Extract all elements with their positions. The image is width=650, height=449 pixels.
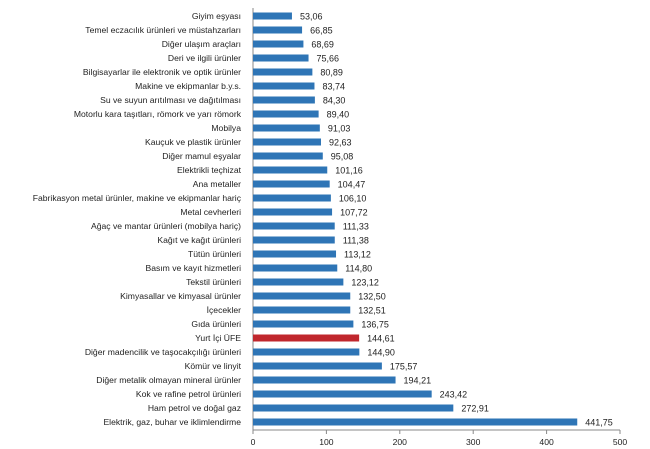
data-label: 441,75 bbox=[585, 418, 613, 428]
category-label: İçecekler bbox=[207, 305, 242, 315]
bar bbox=[253, 362, 382, 370]
category-label: Su ve suyun arıtılması ve dağıtılması bbox=[100, 95, 241, 105]
category-label: Kağıt ve kağıt ürünleri bbox=[157, 235, 241, 245]
data-label: 91,03 bbox=[328, 124, 351, 134]
bar-highlight bbox=[253, 334, 360, 342]
data-label: 194,21 bbox=[404, 376, 432, 386]
bar bbox=[253, 110, 319, 118]
bar bbox=[253, 320, 354, 328]
category-label: Metal cevherleri bbox=[180, 207, 241, 217]
bar bbox=[253, 26, 303, 34]
data-label: 89,40 bbox=[327, 110, 350, 120]
bar bbox=[253, 152, 323, 160]
category-label: Ham petrol ve doğal gaz bbox=[148, 403, 241, 413]
data-label: 111,38 bbox=[343, 236, 369, 246]
data-label: 75,66 bbox=[317, 54, 340, 64]
bar bbox=[253, 166, 328, 174]
category-label: Kok ve rafine petrol ürünleri bbox=[136, 389, 241, 399]
category-label: Makine ve ekipmanlar b.y.s. bbox=[135, 81, 241, 91]
category-label: Kimyasallar ve kimyasal ürünler bbox=[120, 291, 241, 301]
bar bbox=[253, 82, 315, 90]
category-label: Ağaç ve mantar ürünleri (mobilya hariç) bbox=[91, 221, 241, 231]
data-label: 114,80 bbox=[345, 264, 372, 274]
data-label: 243,42 bbox=[440, 390, 468, 400]
category-label: Fabrikasyon metal ürünler, makine ve eki… bbox=[33, 193, 242, 203]
data-label: 144,61 bbox=[367, 334, 395, 344]
bar bbox=[253, 124, 320, 132]
data-label: 136,75 bbox=[361, 320, 389, 330]
data-label: 66,85 bbox=[310, 26, 333, 36]
category-label: Diğer mamul eşyalar bbox=[162, 151, 241, 161]
x-tick-label: 300 bbox=[466, 437, 481, 447]
data-label: 123,12 bbox=[351, 278, 379, 288]
category-label: Tütün ürünleri bbox=[188, 249, 241, 259]
data-label: 111,33 bbox=[343, 222, 369, 232]
data-label: 53,06 bbox=[300, 12, 323, 22]
data-label: 84,30 bbox=[323, 96, 346, 106]
x-tick-label: 0 bbox=[251, 437, 256, 447]
category-label: Kauçuk ve plastik ürünler bbox=[145, 137, 241, 147]
bar bbox=[253, 40, 304, 48]
data-label: 106,10 bbox=[339, 194, 367, 204]
category-label: Diğer ulaşım araçları bbox=[162, 39, 241, 49]
data-label: 68,69 bbox=[311, 40, 334, 50]
category-label: Ana metaller bbox=[193, 179, 241, 189]
bar bbox=[253, 264, 338, 272]
bar bbox=[253, 404, 454, 412]
bar bbox=[253, 194, 331, 202]
bar bbox=[253, 138, 321, 146]
x-tick-label: 500 bbox=[613, 437, 628, 447]
bar bbox=[253, 180, 330, 188]
bar bbox=[253, 390, 432, 398]
data-label: 113,12 bbox=[344, 250, 371, 260]
category-label: Basım ve kayıt hizmetleri bbox=[145, 263, 241, 273]
bar bbox=[253, 306, 351, 314]
data-label: 80,89 bbox=[320, 68, 343, 78]
category-label: Gıda ürünleri bbox=[191, 319, 241, 329]
bar bbox=[253, 278, 344, 286]
category-label: Diğer madencilik ve taşocakçılığı ürünle… bbox=[85, 347, 241, 357]
category-label: Diğer metalik olmayan mineral ürünler bbox=[96, 375, 241, 385]
bar bbox=[253, 12, 292, 20]
bar bbox=[253, 222, 335, 230]
x-tick-label: 400 bbox=[539, 437, 554, 447]
bar bbox=[253, 54, 309, 62]
data-label: 272,91 bbox=[461, 404, 489, 414]
bar bbox=[253, 68, 313, 76]
category-label: Motorlu kara taşıtları, römork ve yarı r… bbox=[74, 109, 242, 119]
bar bbox=[253, 250, 337, 258]
category-label: Kömür ve linyit bbox=[185, 361, 242, 371]
category-label: Mobilya bbox=[211, 123, 241, 133]
x-tick-label: 100 bbox=[319, 437, 334, 447]
bar bbox=[253, 348, 360, 356]
data-label: 132,50 bbox=[358, 292, 386, 302]
category-label: Elektrikli teçhizat bbox=[177, 165, 242, 175]
data-label: 101,16 bbox=[335, 166, 363, 176]
data-label: 83,74 bbox=[322, 82, 345, 92]
data-label: 95,08 bbox=[331, 152, 354, 162]
category-label: Temel eczacılık ürünleri ve müstahzarlar… bbox=[85, 25, 241, 35]
data-label: 175,57 bbox=[390, 362, 418, 372]
category-label: Deri ve ilgili ürünler bbox=[168, 53, 241, 63]
category-label: Bilgisayarlar ile elektronik ve optik ür… bbox=[83, 67, 241, 77]
data-label: 144,90 bbox=[367, 348, 395, 358]
data-label: 104,47 bbox=[338, 180, 366, 190]
data-label: 92,63 bbox=[329, 138, 352, 148]
bar bbox=[253, 208, 333, 216]
category-label: Tekstil ürünleri bbox=[186, 277, 241, 287]
category-label: Elektrik, gaz, buhar ve iklimlendirme bbox=[103, 417, 241, 427]
data-label: 107,72 bbox=[340, 208, 368, 218]
bar bbox=[253, 236, 335, 244]
x-tick-label: 200 bbox=[393, 437, 408, 447]
bar bbox=[253, 292, 351, 300]
data-label: 132,51 bbox=[358, 306, 386, 316]
category-label: Yurt İçi ÜFE bbox=[195, 333, 241, 343]
bar bbox=[253, 418, 578, 426]
bar bbox=[253, 96, 315, 104]
category-label: Giyim eşyası bbox=[192, 11, 241, 21]
bar bbox=[253, 376, 396, 384]
